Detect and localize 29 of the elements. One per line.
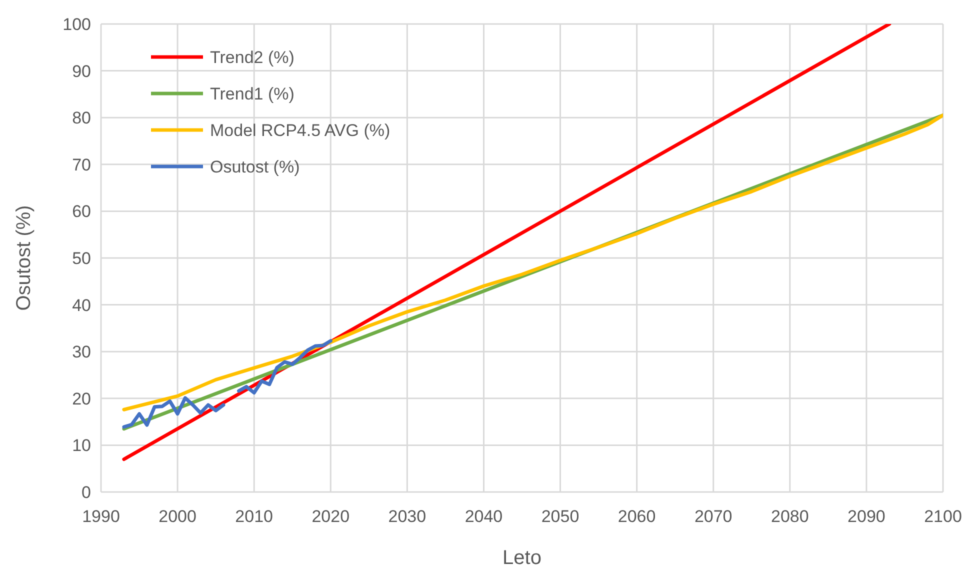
x-tick-label: 2090 <box>848 507 886 526</box>
x-tick-label: 2070 <box>694 507 732 526</box>
y-tick-label: 10 <box>72 436 91 456</box>
legend-label: Model RCP4.5 AVG (%) <box>210 120 390 140</box>
y-tick-label: 70 <box>72 155 91 174</box>
y-axis-title: Osutost (%) <box>13 205 35 311</box>
x-tick-label: 2030 <box>388 507 426 526</box>
y-tick-label: 20 <box>72 389 91 408</box>
x-tick-label: 2080 <box>770 507 809 526</box>
x-axis-title: Leto <box>502 547 542 569</box>
y-tick-label: 60 <box>72 202 91 222</box>
x-tick-label: 2040 <box>464 507 503 526</box>
legend-label: Trend2 (%) <box>210 48 294 67</box>
legend-label: Trend1 (%) <box>210 84 294 104</box>
x-tick-label: 2020 <box>312 507 350 526</box>
y-tick-label: 90 <box>72 62 91 81</box>
y-tick-label: 80 <box>72 108 91 128</box>
x-tick-label: 2100 <box>924 507 962 526</box>
y-tick-label: 50 <box>72 248 91 268</box>
x-tick-label: 2050 <box>541 507 580 526</box>
x-tick-label: 1990 <box>82 507 120 526</box>
y-tick-label: 100 <box>62 14 91 34</box>
x-tick-label: 2000 <box>158 507 196 526</box>
legend-label: Osutost (%) <box>210 157 300 176</box>
y-tick-label: 40 <box>72 296 91 315</box>
x-tick-label: 2060 <box>618 507 656 526</box>
x-tick-label: 2010 <box>235 507 274 526</box>
y-tick-label: 0 <box>82 482 91 502</box>
y-tick-label: 30 <box>72 342 91 362</box>
